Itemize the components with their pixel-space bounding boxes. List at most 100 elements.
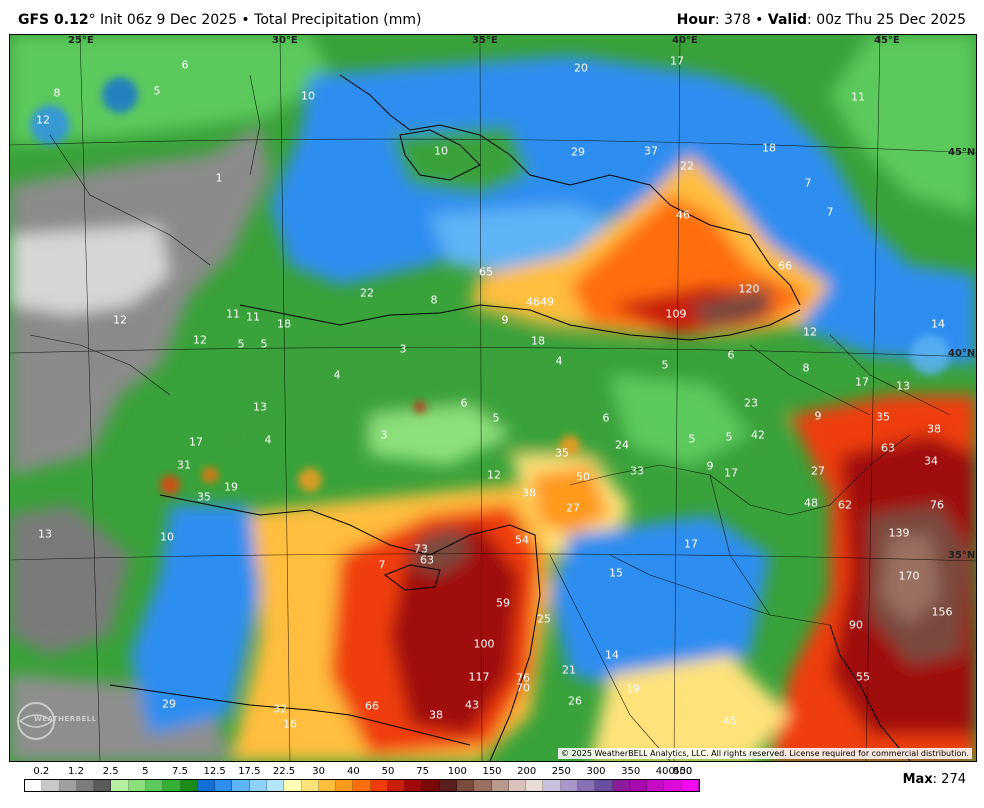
value-label: 139 [888,526,910,540]
value-label: 45 [723,714,737,728]
value-label: 24 [615,438,629,452]
legend-swatch [180,780,198,791]
value-label: 12 [487,468,501,482]
value-label: 9 [814,409,822,423]
legend-tick: 5 [142,766,149,777]
legend-swatch [249,780,267,791]
grid-label-40n: 40°N [948,348,976,359]
value-label: 8 [802,361,810,375]
value-label: 65 [479,265,493,279]
legend-swatch [145,780,164,791]
legend-swatch [612,780,630,791]
logo-globe-icon [17,702,55,740]
legend-tick: 300 [586,766,606,777]
legend-swatch [301,780,319,791]
value-label: 35 [555,446,569,460]
value-label: 13 [253,400,267,414]
value-label: 100 [473,637,495,651]
value-label: 70 [516,681,530,695]
value-label: 63 [881,441,895,455]
value-label: 20 [574,61,588,75]
value-label: 7 [378,558,386,572]
value-label: 42 [751,428,765,442]
max-label: Max [902,772,933,787]
legend-tick: 250 [551,766,571,777]
value-label: 109 [665,307,687,321]
header-bar: GFS 0.12° Init 06z 9 Dec 2025 • Total Pr… [0,0,984,34]
legend-swatch [560,780,578,791]
value-label: 32 [273,702,287,716]
model-title: GFS 0.12° Init 06z 9 Dec 2025 • Total Pr… [18,12,421,28]
legend-swatch [474,780,492,791]
valid-time: Hour: 378 • Valid: 00z Thu 25 Dec 2025 [677,12,966,28]
value-label: 25 [537,612,551,626]
value-label: 13 [38,527,52,541]
legend-swatch [111,780,129,791]
value-label: 17 [684,537,698,551]
value-label: 6 [602,411,610,425]
legend-tick: 500 [673,766,693,777]
value-label: 10 [434,144,448,158]
legend-tick: 22.5 [272,766,296,777]
legend-swatch [215,780,233,791]
value-label: 43 [465,698,479,712]
value-label: 3 [399,342,407,356]
country-borders [29,74,951,761]
legend-swatch [422,780,440,791]
precipitation-field [10,35,976,761]
value-label: 4 [264,433,272,447]
value-label: 27 [566,501,580,515]
value-label: 5 [688,432,696,446]
grid-label-35e: 35°E [472,35,498,46]
value-label: 7 [826,205,834,219]
value-label: 66 [365,699,379,713]
legend-tick: 400 [655,766,675,777]
value-label: 6 [181,58,189,72]
coastlines [109,74,911,761]
value-label: 38 [429,708,443,722]
legend-swatch [595,780,613,791]
legend-tick: 50 [381,766,395,777]
value-label: 33 [630,464,644,478]
value-label: 46 [676,208,690,222]
value-label: 156 [931,605,953,619]
value-label: 11 [851,90,865,104]
value-label: 12 [193,333,207,347]
value-label: 54 [515,533,529,547]
value-label: 17 [855,375,869,389]
value-label: 34 [924,454,938,468]
legend-tick: 350 [621,766,641,777]
value-label: 62 [838,498,852,512]
value-label: 8 [430,293,438,307]
legend-tick: 75 [416,766,430,777]
value-label: 21 [562,663,576,677]
value-label: 66 [778,259,792,273]
value-label: 17 [670,54,684,68]
precipitation-map[interactable]: 25°E 30°E 35°E 40°E 45°E 45°N 40°N 35°N … [9,34,977,762]
max-number: : 274 [932,772,966,787]
value-label: 6 [727,348,735,362]
value-label: 63 [420,553,434,567]
value-label: 76 [930,498,944,512]
legend-tick: 2.5 [102,766,119,777]
value-label: 38 [522,486,536,500]
value-label: 14 [931,317,945,331]
legend-swatch [439,780,458,791]
value-label: 31 [177,458,191,472]
max-value: Max: 274 [903,772,966,787]
value-label: 16 [283,717,297,731]
legend-tick: 30 [312,766,326,777]
legend-swatch [318,780,337,791]
value-label: 5 [153,84,161,98]
legend-tick: 17.5 [238,766,261,777]
legend-swatch [457,780,475,791]
value-label: 22 [680,159,694,173]
legend-swatch [491,780,509,791]
legend-tick: 200 [517,766,537,777]
legend-tick: 1.2 [68,766,84,777]
value-label: 26 [568,694,582,708]
value-label: 13 [896,379,910,393]
value-label: 22 [360,286,374,300]
legend-swatch [59,780,77,791]
legend-swatch [629,780,648,791]
